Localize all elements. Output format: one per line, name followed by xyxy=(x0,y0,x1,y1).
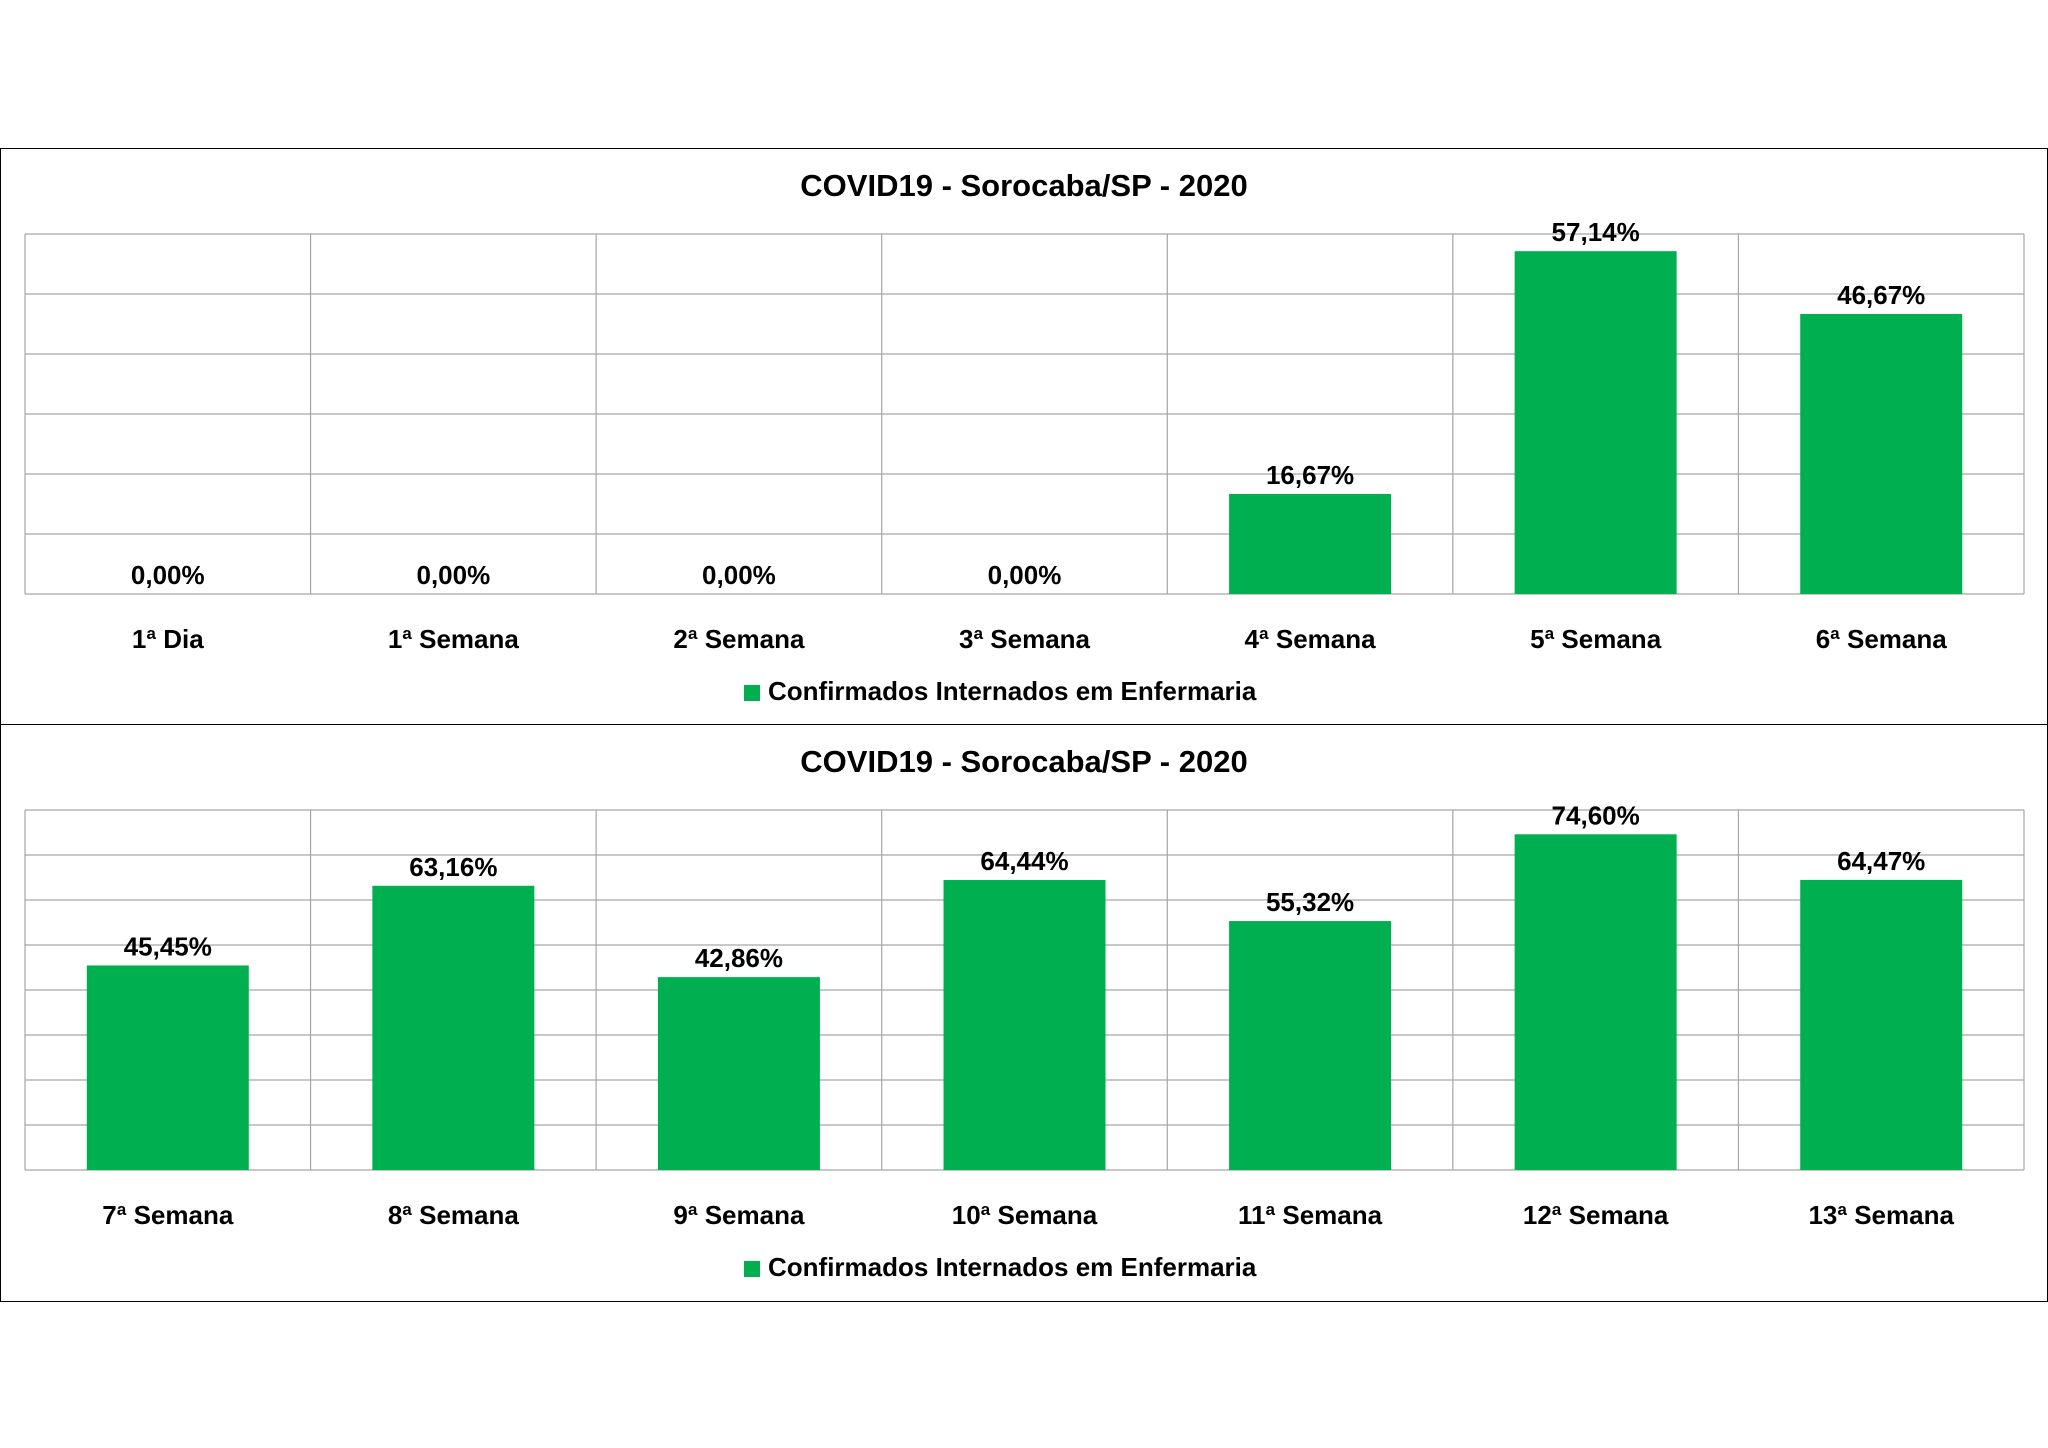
category-label-7: 6ª Semana xyxy=(1816,624,1948,654)
bar-5 xyxy=(1229,493,1392,594)
category-label-6: 12ª Semana xyxy=(1523,1200,1669,1230)
category-label-1: 7ª Semana xyxy=(102,1200,234,1230)
data-label-4: 64,44% xyxy=(980,846,1068,876)
legend-label: Confirmados Internados em Enfermaria xyxy=(768,1252,1257,1282)
category-label-4: 10ª Semana xyxy=(952,1200,1098,1230)
data-label-3: 42,86% xyxy=(695,943,783,973)
data-label-7: 46,67% xyxy=(1837,280,1925,310)
bar-5 xyxy=(1229,921,1392,1170)
category-label-5: 11ª Semana xyxy=(1238,1200,1383,1230)
chart-title: COVID19 - Sorocaba/SP - 2020 xyxy=(800,744,1247,779)
bar-4 xyxy=(943,880,1106,1170)
data-label-1: 0,00% xyxy=(131,560,205,590)
data-label-5: 55,32% xyxy=(1266,887,1354,917)
data-label-2: 0,00% xyxy=(416,560,490,590)
gridlines xyxy=(24,233,2025,595)
category-label-2: 1ª Semana xyxy=(388,624,520,654)
legend-swatch xyxy=(744,1261,760,1277)
chart-title: COVID19 - Sorocaba/SP - 2020 xyxy=(800,168,1247,203)
category-label-1: 1ª Dia xyxy=(132,624,204,654)
bar-7 xyxy=(1800,879,1963,1170)
category-label-7: 13ª Semana xyxy=(1808,1200,1954,1230)
data-label-6: 74,60% xyxy=(1552,800,1640,830)
data-label-6: 57,14% xyxy=(1552,217,1640,247)
legend-label: Confirmados Internados em Enfermaria xyxy=(768,676,1257,706)
category-label-2: 8ª Semana xyxy=(388,1200,520,1230)
category-label-3: 9ª Semana xyxy=(673,1200,805,1230)
data-label-7: 64,47% xyxy=(1837,846,1925,876)
chart-1: COVID19 - Sorocaba/SP - 2020 0,00% 1ª Dia 0… xyxy=(24,168,2025,706)
category-label-6: 5ª Semana xyxy=(1530,624,1662,654)
legend: Confirmados Internados em Enfermaria xyxy=(744,1252,1257,1282)
bar-6 xyxy=(1514,834,1677,1170)
legend-swatch xyxy=(744,685,760,701)
category-label-5: 4ª Semana xyxy=(1245,624,1377,654)
bar-3 xyxy=(657,977,820,1170)
data-label-2: 63,16% xyxy=(409,852,497,882)
bar-6 xyxy=(1514,251,1677,594)
chart-2: COVID19 - Sorocaba/SP - 2020 45,45% 7ª Sem… xyxy=(24,744,2025,1282)
category-label-4: 3ª Semana xyxy=(959,624,1091,654)
category-label-3: 2ª Semana xyxy=(673,624,805,654)
data-label-5: 16,67% xyxy=(1266,460,1354,490)
chart-panel-1: COVID19 - Sorocaba/SP - 2020 0,00% 1ª Dia 0… xyxy=(0,148,2048,726)
legend: Confirmados Internados em Enfermaria xyxy=(744,676,1257,706)
chart-panel-2: COVID19 - Sorocaba/SP - 2020 45,45% 7ª Sem… xyxy=(0,724,2048,1302)
bar-1 xyxy=(86,965,249,1170)
data-label-3: 0,00% xyxy=(702,560,776,590)
data-label-1: 45,45% xyxy=(124,931,212,961)
data-label-4: 0,00% xyxy=(988,560,1062,590)
bar-2 xyxy=(372,885,535,1170)
bar-7 xyxy=(1800,313,1963,594)
